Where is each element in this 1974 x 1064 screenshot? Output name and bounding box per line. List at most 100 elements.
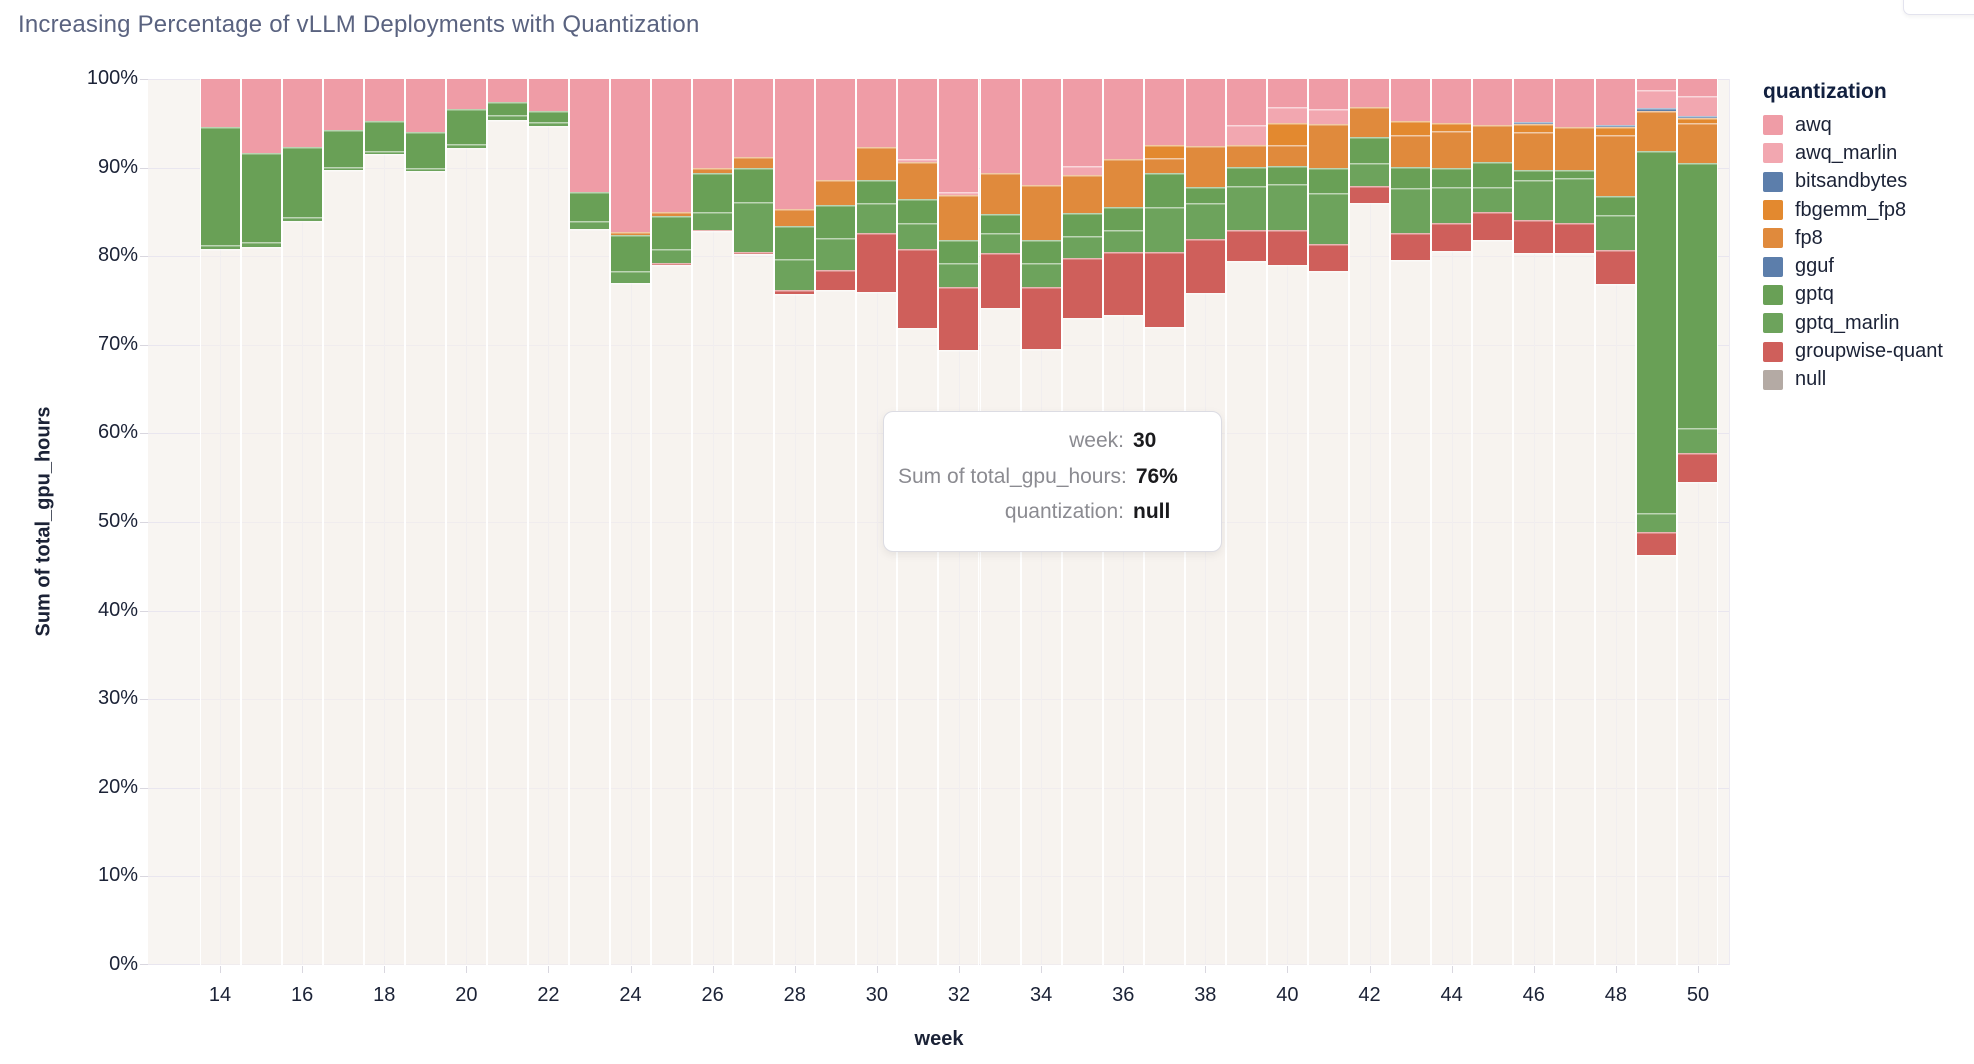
bar-segment-null[interactable]: [1555, 252, 1595, 965]
bar-segment-fp8[interactable]: [1144, 157, 1184, 173]
legend-item-null[interactable]: null: [1763, 366, 1943, 394]
bar-week-15[interactable]: [241, 79, 281, 965]
bar-segment-fp8[interactable]: [734, 156, 774, 169]
bar-segment-awq[interactable]: [1185, 79, 1225, 147]
bar-segment-fp8[interactable]: [1555, 126, 1595, 171]
bar-segment-awq_marlin[interactable]: [1637, 89, 1677, 109]
bar-week-26[interactable]: [693, 79, 733, 965]
bar-segment-groupwise-quant[interactable]: [816, 270, 856, 290]
bar-week-20[interactable]: [446, 79, 486, 965]
bar-segment-awq[interactable]: [1514, 79, 1554, 123]
bar-segment-gptq[interactable]: [939, 240, 979, 264]
bar-segment-gptq_marlin[interactable]: [241, 242, 281, 248]
bar-segment-null[interactable]: [1308, 271, 1348, 965]
bar-segment-fp8[interactable]: [816, 180, 856, 205]
bar-segment-gptq_marlin[interactable]: [1185, 203, 1225, 240]
bar-segment-awq[interactable]: [611, 79, 651, 233]
bar-segment-gptq[interactable]: [1555, 170, 1595, 179]
bar-segment-fp8[interactable]: [1103, 158, 1143, 207]
bar-segment-groupwise-quant[interactable]: [1226, 229, 1266, 262]
floating-toolbar-fragment[interactable]: [1903, 0, 1974, 15]
bar-segment-fp8[interactable]: [1514, 132, 1554, 171]
bar-segment-gptq[interactable]: [1226, 166, 1266, 187]
bar-segment-gptq[interactable]: [528, 110, 568, 123]
bar-segment-gptq_marlin[interactable]: [980, 233, 1020, 253]
bar-segment-awq[interactable]: [1391, 79, 1431, 121]
bar-segment-null[interactable]: [1185, 293, 1225, 965]
bar-segment-null[interactable]: [446, 148, 486, 965]
bar-segment-awq[interactable]: [980, 79, 1020, 173]
bar-segment-gptq[interactable]: [1308, 167, 1348, 194]
bar-segment-fp8[interactable]: [652, 211, 692, 217]
bar-segment-null[interactable]: [1226, 261, 1266, 965]
bar-segment-gptq_marlin[interactable]: [1144, 206, 1184, 252]
bar-segment-gptq[interactable]: [1678, 163, 1718, 429]
bar-segment-awq[interactable]: [446, 79, 486, 110]
bar-segment-fp8[interactable]: [1678, 123, 1718, 164]
bar-segment-null[interactable]: [323, 170, 363, 965]
bar-segment-gptq_marlin[interactable]: [775, 258, 815, 290]
bar-segment-awq[interactable]: [364, 79, 404, 121]
bar-segment-gptq[interactable]: [1596, 195, 1636, 215]
bar-segment-awq[interactable]: [1555, 79, 1595, 127]
bar-segment-awq[interactable]: [1062, 79, 1102, 166]
bar-segment-gptq[interactable]: [1267, 165, 1307, 184]
bar-week-28[interactable]: [775, 79, 815, 965]
bar-segment-fbgemm_fp8[interactable]: [1678, 117, 1718, 124]
bar-segment-awq[interactable]: [323, 79, 363, 131]
bar-segment-awq[interactable]: [1678, 79, 1718, 96]
bar-segment-null[interactable]: [569, 228, 609, 965]
bar-segment-awq[interactable]: [487, 79, 527, 103]
legend-item-bitsandbytes[interactable]: bitsandbytes: [1763, 168, 1943, 196]
bar-week-14[interactable]: [200, 79, 240, 965]
bar-segment-gptq_marlin[interactable]: [1267, 183, 1307, 230]
bar-week-16[interactable]: [282, 79, 322, 965]
bar-segment-awq[interactable]: [528, 79, 568, 111]
legend-item-gptq_marlin[interactable]: gptq_marlin: [1763, 309, 1943, 337]
bar-segment-gptq[interactable]: [282, 147, 322, 218]
bar-segment-groupwise-quant[interactable]: [734, 251, 774, 255]
bar-segment-gptq[interactable]: [1432, 168, 1472, 188]
bar-segment-gptq_marlin[interactable]: [1308, 193, 1348, 244]
bar-segment-groupwise-quant[interactable]: [1637, 531, 1677, 555]
bar-segment-gptq_marlin[interactable]: [487, 115, 527, 120]
bar-segment-groupwise-quant[interactable]: [1596, 249, 1636, 284]
bar-segment-awq[interactable]: [816, 79, 856, 180]
bar-week-42[interactable]: [1350, 79, 1390, 965]
bar-segment-groupwise-quant[interactable]: [980, 252, 1020, 308]
bar-week-29[interactable]: [816, 79, 856, 965]
bar-week-30[interactable]: [857, 79, 897, 965]
bar-segment-gptq[interactable]: [1350, 136, 1390, 164]
bar-week-43[interactable]: [1391, 79, 1431, 965]
bar-segment-gptq_marlin[interactable]: [1226, 186, 1266, 230]
bar-segment-awq[interactable]: [652, 79, 692, 212]
bar-segment-gptq[interactable]: [1637, 150, 1677, 514]
bar-segment-gptq_marlin[interactable]: [200, 244, 240, 250]
bar-week-47[interactable]: [1555, 79, 1595, 965]
bar-segment-fp8[interactable]: [1185, 146, 1225, 188]
bar-segment-gptq[interactable]: [200, 126, 240, 245]
bar-segment-gptq[interactable]: [1062, 212, 1102, 236]
bar-segment-bitsandbytes[interactable]: [1637, 108, 1677, 111]
bar-segment-groupwise-quant[interactable]: [1185, 239, 1225, 294]
bar-segment-null[interactable]: [282, 220, 322, 965]
bar-segment-gptq[interactable]: [1144, 172, 1184, 207]
bar-segment-fp8[interactable]: [1432, 131, 1472, 169]
bar-segment-fp8[interactable]: [1596, 134, 1636, 196]
bar-week-49[interactable]: [1637, 79, 1677, 965]
bar-segment-awq[interactable]: [569, 79, 609, 193]
bar-segment-groupwise-quant[interactable]: [652, 263, 692, 266]
bar-segment-null[interactable]: [980, 307, 1020, 965]
bar-segment-gptq[interactable]: [364, 120, 404, 151]
bar-segment-awq[interactable]: [857, 79, 897, 148]
bar-segment-null[interactable]: [528, 125, 568, 965]
legend-item-fp8[interactable]: fp8: [1763, 224, 1943, 252]
bar-segment-gptq_marlin[interactable]: [323, 166, 363, 171]
bar-segment-awq_marlin[interactable]: [939, 191, 979, 196]
bar-segment-null[interactable]: [816, 289, 856, 965]
bar-week-22[interactable]: [528, 79, 568, 965]
bar-segment-fp8[interactable]: [1473, 125, 1513, 163]
bar-segment-null[interactable]: [1432, 250, 1472, 965]
bar-segment-fbgemm_fp8[interactable]: [1514, 124, 1554, 133]
bar-segment-fp8[interactable]: [980, 172, 1020, 214]
